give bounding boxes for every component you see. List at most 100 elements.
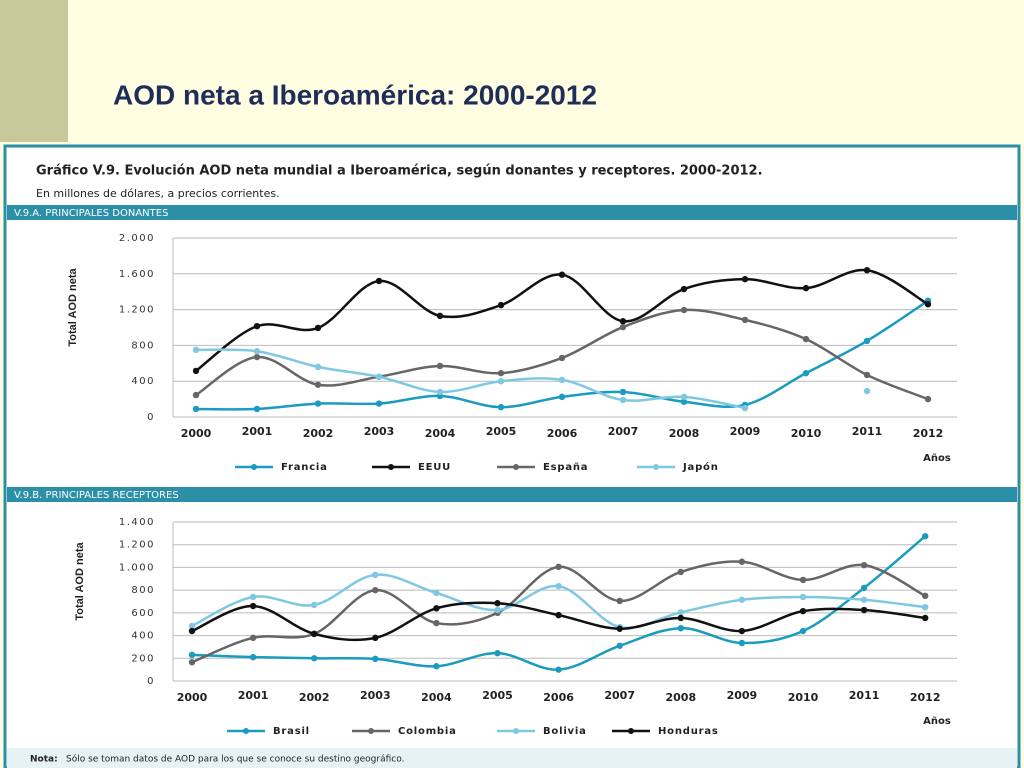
section-label: V.9.A. PRINCIPALES DONANTES (14, 208, 168, 219)
data-point (863, 337, 871, 345)
data-point (802, 369, 810, 377)
data-point (558, 271, 566, 278)
data-point (249, 593, 257, 601)
data-point (433, 605, 440, 612)
y-tick-label: 1.400 (119, 517, 155, 528)
legend-label: EEUU (418, 462, 451, 473)
y-tick-label: 200 (131, 653, 155, 664)
x-tick-label: 2010 (788, 691, 819, 704)
data-point (555, 611, 562, 619)
data-point (863, 387, 871, 395)
data-point (558, 376, 566, 384)
data-point (863, 371, 871, 379)
x-tick-label: 2012 (910, 691, 941, 704)
data-point (738, 596, 746, 603)
x-tick-label: 2005 (482, 689, 513, 702)
data-point (314, 363, 322, 371)
data-point (738, 627, 746, 635)
data-point (680, 285, 688, 293)
data-point (375, 277, 383, 285)
x-axis-label: Años (923, 453, 951, 464)
data-point (741, 404, 749, 412)
legend-marker (368, 728, 374, 734)
data-point (375, 373, 383, 380)
legend-label: Colombia (398, 726, 457, 737)
data-point (192, 367, 200, 375)
y-tick-label: 800 (131, 585, 155, 596)
data-point (372, 571, 379, 579)
x-tick-label: 2007 (604, 689, 635, 702)
data-point (922, 614, 929, 622)
figure-subtitle: En millones de dólares, a precios corrie… (36, 187, 280, 200)
figure-box (3, 144, 1021, 768)
y-tick-label: 0 (147, 412, 155, 423)
y-tick-label: 1.200 (119, 305, 155, 316)
data-point (799, 576, 807, 584)
section-bar (7, 205, 1017, 220)
data-point (436, 388, 444, 396)
y-tick-label: 0 (147, 676, 155, 687)
x-tick-label: 2007 (608, 425, 639, 438)
data-point (738, 558, 746, 565)
x-tick-label: 2011 (852, 425, 883, 438)
x-tick-label: 2011 (849, 689, 880, 702)
note: Sólo se toman datos de AOD para los que … (66, 754, 404, 765)
data-point (741, 275, 749, 283)
data-point (497, 301, 505, 309)
data-point (192, 405, 200, 413)
data-point (497, 403, 505, 411)
data-point (497, 369, 505, 377)
data-point (619, 396, 627, 404)
y-tick-label: 2.000 (119, 233, 155, 244)
legend-label: Francia (281, 462, 328, 473)
x-tick-label: 2006 (543, 691, 574, 704)
data-point (188, 622, 196, 630)
data-point (253, 405, 261, 413)
x-tick-label: 2006 (547, 427, 578, 440)
data-point (802, 284, 810, 292)
x-tick-label: 2010 (791, 427, 822, 440)
x-tick-label: 2000 (177, 691, 208, 704)
legend-label: Honduras (658, 726, 719, 737)
data-point (680, 393, 688, 401)
data-point (314, 381, 322, 388)
legend-label: Brasil (273, 726, 310, 737)
x-tick-label: 2003 (364, 425, 395, 438)
data-point (311, 655, 318, 662)
data-point (799, 627, 807, 635)
data-point (619, 388, 627, 396)
series-line (195, 348, 746, 410)
data-point (253, 322, 261, 330)
data-point (494, 606, 501, 614)
y-axis-label: Total AOD neta (74, 542, 86, 621)
data-point (555, 563, 562, 571)
legend-marker (653, 464, 659, 470)
data-point (433, 589, 440, 597)
data-point (311, 601, 318, 609)
data-point (860, 606, 868, 614)
y-tick-label: 400 (131, 631, 155, 642)
data-point (494, 649, 501, 657)
data-point (680, 398, 688, 405)
data-point (375, 400, 383, 407)
data-point (738, 639, 746, 647)
x-tick-label: 2004 (425, 427, 456, 440)
data-point (372, 655, 379, 663)
data-point (249, 653, 257, 661)
data-point (555, 582, 562, 590)
data-point (249, 634, 257, 642)
x-tick-label: 2008 (665, 691, 696, 704)
x-tick-label: 2001 (238, 689, 269, 702)
data-point (924, 395, 932, 403)
x-tick-label: 2009 (727, 689, 758, 702)
legend-marker (513, 728, 519, 734)
data-point (555, 666, 562, 673)
note-label: Nota: (30, 755, 58, 765)
legend-marker (628, 728, 634, 734)
data-point (677, 609, 684, 616)
data-point (372, 634, 379, 642)
x-tick-label: 2003 (360, 689, 391, 702)
y-tick-label: 800 (131, 340, 155, 351)
